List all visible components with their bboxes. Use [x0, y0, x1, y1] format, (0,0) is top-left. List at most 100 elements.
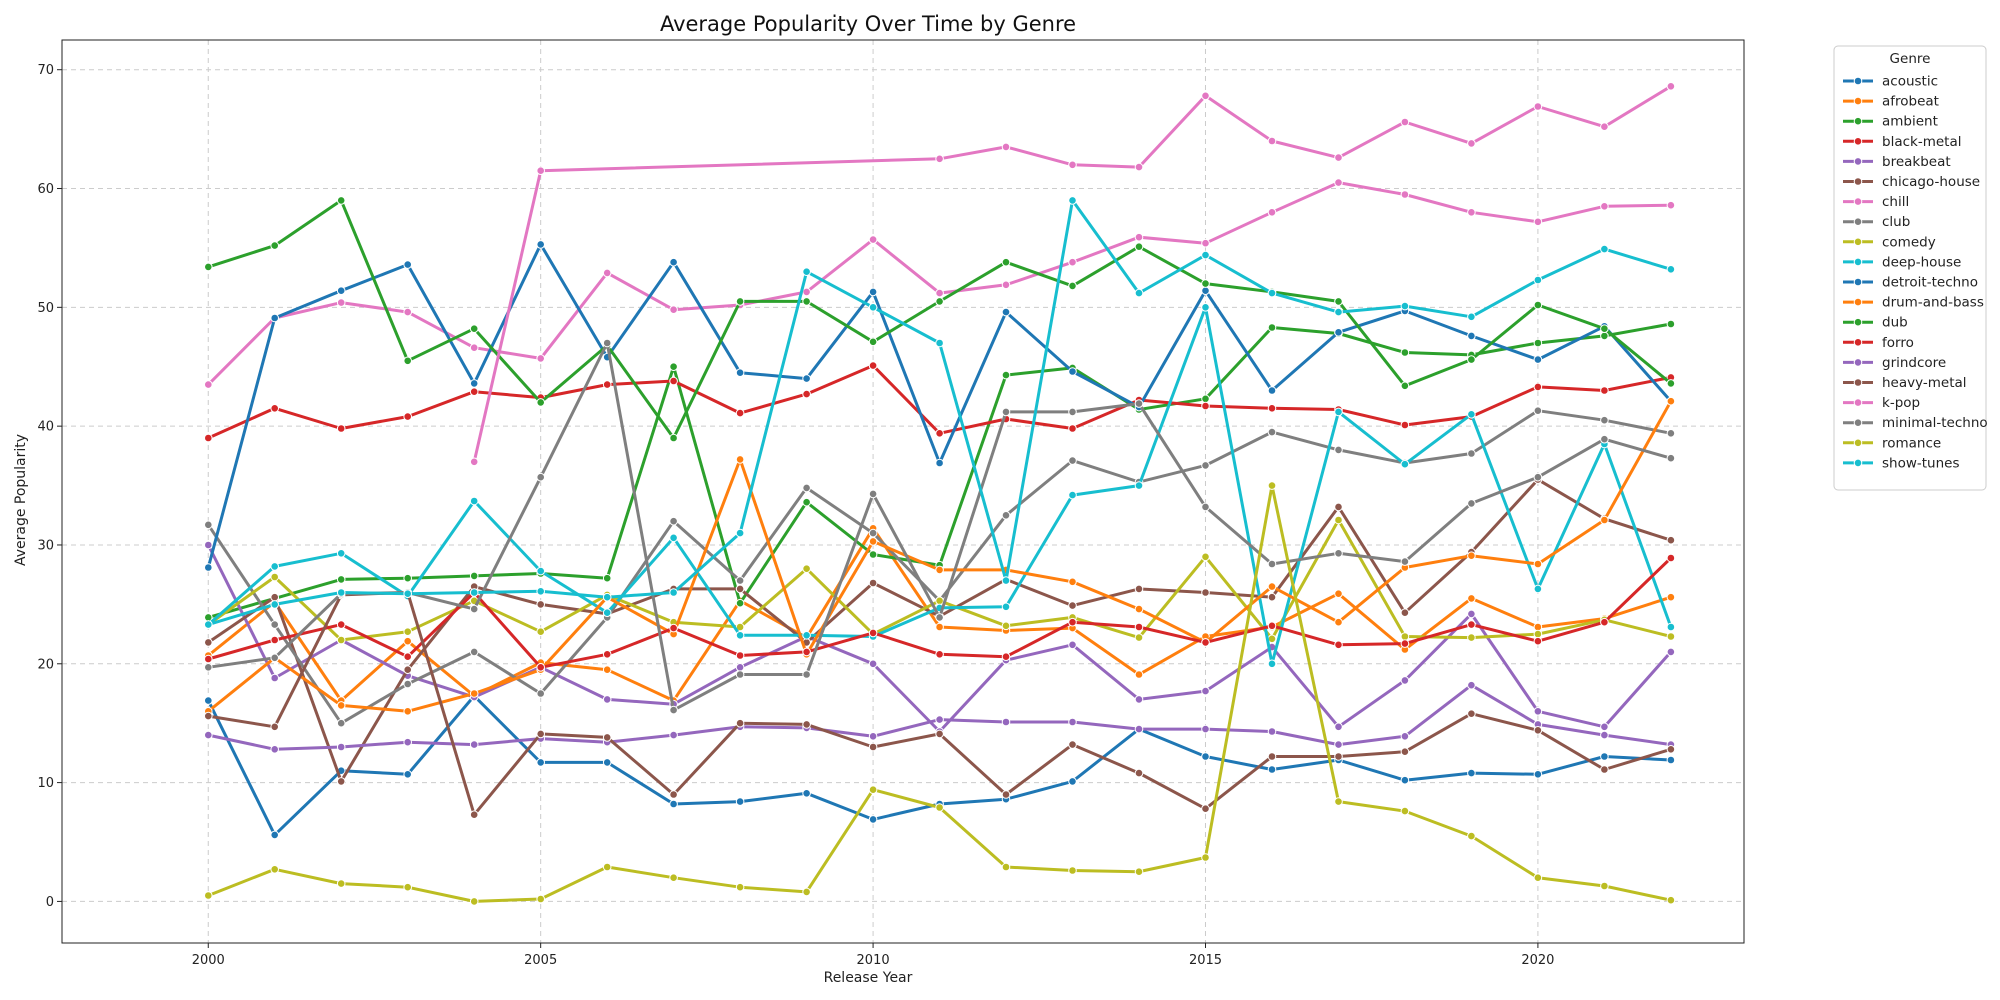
data-point: [868, 550, 878, 559]
data-point: [1666, 755, 1676, 765]
data-point: [735, 408, 745, 418]
data-point: [1334, 297, 1343, 306]
data-point: [270, 830, 280, 840]
data-point: [1400, 639, 1410, 648]
data-point: [1400, 301, 1410, 311]
data-point: [1334, 549, 1343, 558]
data-point: [1201, 638, 1210, 647]
data-point: [536, 600, 546, 609]
data-point: [1267, 559, 1277, 569]
data-point: [1600, 415, 1609, 425]
data-point: [1666, 647, 1676, 657]
data-point: [1533, 102, 1543, 111]
data-point: [1201, 552, 1210, 562]
data-point: [270, 620, 280, 629]
data-point: [204, 520, 213, 530]
data-point: [204, 891, 213, 900]
data-point: [735, 584, 745, 594]
data-point: [270, 313, 280, 323]
data-point: [935, 297, 944, 306]
legend-swatch-marker: [1853, 438, 1863, 448]
legend-entry-heavy-metal: heavy-metal: [1843, 375, 1967, 391]
data-point: [1334, 445, 1343, 455]
data-point: [1334, 307, 1343, 317]
legend-swatch-marker: [1853, 338, 1863, 347]
legend-swatch-marker: [1853, 358, 1863, 367]
legend-entry-comedy: comedy: [1843, 234, 1936, 250]
data-point: [469, 457, 479, 467]
series-deep-house: [204, 303, 1676, 669]
data-point: [469, 588, 479, 597]
legend-entry-drum-and-bass: drum-and-bass: [1843, 295, 1984, 311]
data-point: [1267, 386, 1277, 395]
legend-swatch-marker: [1853, 297, 1863, 307]
data-point: [403, 307, 413, 317]
data-point: [1001, 407, 1011, 417]
data-point: [1068, 456, 1077, 465]
data-point: [868, 815, 878, 824]
data-point: [1068, 601, 1077, 610]
series-ambient: [204, 319, 1676, 622]
data-point: [802, 297, 811, 306]
legend-label: acoustic: [1882, 74, 1938, 90]
data-point: [1267, 752, 1277, 761]
data-point: [270, 404, 280, 413]
legend-entry-k-pop: k-pop: [1843, 395, 1920, 411]
data-point: [469, 571, 479, 581]
data-point: [1201, 686, 1210, 696]
legend-entry-minimal-techno: minimal-techno: [1843, 415, 1988, 431]
data-point: [1533, 707, 1543, 716]
data-point: [1201, 588, 1210, 597]
legend-swatch-marker: [1853, 217, 1863, 226]
legend-label: black-metal: [1882, 134, 1961, 150]
data-point: [1467, 831, 1476, 841]
data-point: [270, 722, 280, 732]
data-point: [1068, 490, 1077, 500]
series-show-tunes: [204, 196, 1676, 629]
data-point: [270, 241, 280, 250]
data-point: [1334, 178, 1343, 187]
data-point: [469, 496, 479, 506]
data-point: [1068, 577, 1077, 587]
data-point: [1334, 797, 1343, 806]
data-point: [802, 670, 811, 679]
legend-label: club: [1882, 214, 1910, 230]
data-point: [1068, 160, 1077, 170]
data-point: [1400, 676, 1410, 685]
legend-entry-acoustic: acoustic: [1843, 74, 1938, 90]
data-point: [536, 663, 546, 672]
data-point: [1001, 307, 1011, 317]
data-point: [1201, 250, 1210, 260]
data-point: [935, 429, 944, 438]
data-point: [669, 623, 678, 633]
data-point: [1068, 257, 1077, 267]
data-point: [602, 608, 612, 618]
data-point: [669, 433, 678, 443]
data-point: [403, 652, 413, 662]
data-point: [669, 705, 678, 715]
legend-label: dub: [1882, 315, 1908, 331]
data-point: [1400, 732, 1410, 741]
data-point: [403, 412, 413, 421]
data-point: [735, 528, 745, 538]
data-point: [336, 424, 346, 433]
data-point: [1267, 582, 1277, 591]
data-point: [469, 604, 479, 614]
data-point: [1400, 117, 1410, 127]
data-point: [536, 472, 546, 482]
legend-label: ambient: [1882, 114, 1938, 130]
data-point: [669, 533, 678, 543]
data-point: [1201, 502, 1210, 512]
data-point: [802, 564, 811, 574]
data-point: [1334, 515, 1343, 525]
data-point: [868, 303, 878, 312]
data-point: [1666, 82, 1676, 91]
series-romance: [204, 481, 1676, 906]
data-point: [1267, 659, 1277, 669]
y-tick-label: 0: [46, 895, 54, 910]
data-point: [336, 620, 346, 629]
data-point: [1533, 559, 1543, 569]
data-point: [1334, 617, 1343, 627]
data-point: [1666, 895, 1676, 905]
data-point: [1267, 765, 1277, 774]
